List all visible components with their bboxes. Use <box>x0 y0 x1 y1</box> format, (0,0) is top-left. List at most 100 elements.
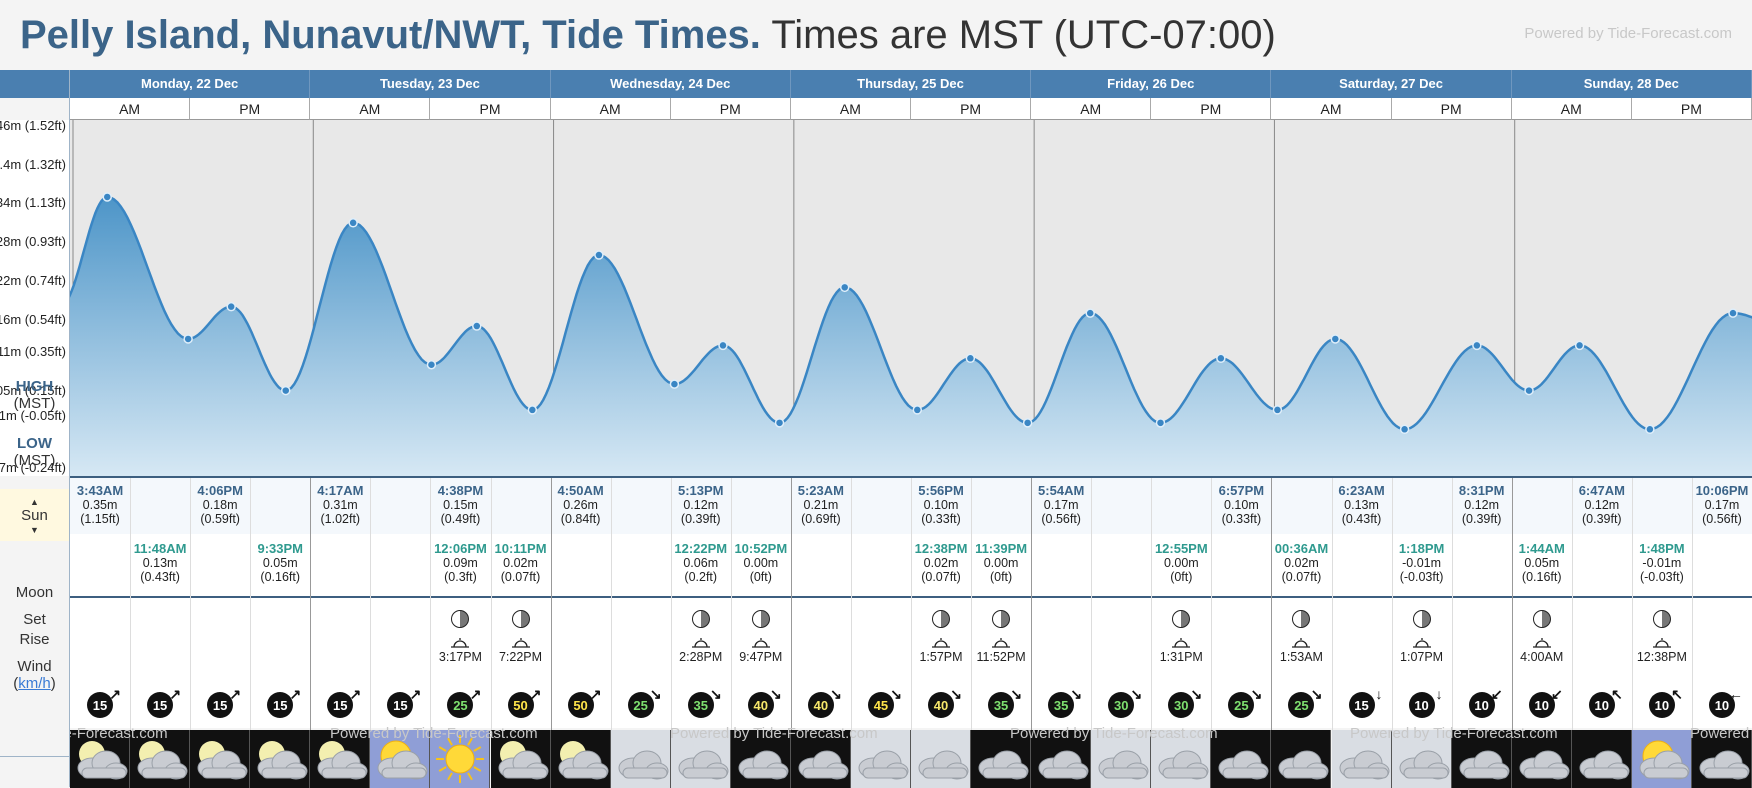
moonrise-icon <box>1412 638 1431 648</box>
left-header-blank <box>0 70 69 98</box>
low-tide-feet: (0ft) <box>749 570 772 584</box>
wind-cell: 40 ↘ <box>911 682 971 728</box>
tide-extreme-point[interactable] <box>183 334 193 344</box>
low-tide-meters: 0.00m <box>1163 556 1199 570</box>
tide-extreme-point[interactable] <box>965 353 976 364</box>
tide-extreme-point[interactable] <box>839 282 850 293</box>
half-day-label: AM <box>310 98 431 120</box>
low-tide-feet: (0.2ft) <box>684 570 718 584</box>
low-tide-time: 00:36AM <box>1274 541 1329 556</box>
grid-column-line <box>1691 478 1693 730</box>
high-tide-feet: (0.39ft) <box>1461 512 1502 526</box>
wind-unit-link[interactable]: km/h <box>18 675 51 692</box>
high-tide-time: 4:17AM <box>317 483 364 498</box>
weather-cloud-icon <box>850 730 911 788</box>
low-tide-meters: 0.00m <box>743 556 779 570</box>
wind-speed-value: 35 <box>1053 697 1069 713</box>
tide-extreme-point[interactable] <box>226 301 236 312</box>
wind-direction-icon: ↖ <box>1671 686 1683 702</box>
tide-extreme-point[interactable] <box>1155 418 1166 428</box>
high-tide-meters: 0.26m <box>563 498 598 512</box>
tide-extreme-point[interactable] <box>1216 353 1226 364</box>
high-tide-time: 5:13PM <box>677 483 724 498</box>
wind-cell: 35 ↘ <box>1031 682 1091 728</box>
sun-up-arrow-icon[interactable]: ▲ <box>30 497 39 507</box>
tide-extreme-point[interactable] <box>594 250 604 260</box>
grid-column-line <box>1631 478 1633 730</box>
tide-extreme-point[interactable] <box>912 405 923 415</box>
y-axis-panel: -0.07m (-0.24ft) 0.01m (-0.05ft) 0.05m (0.… <box>0 120 69 476</box>
rise-label: Rise <box>19 631 50 648</box>
tide-extreme-point[interactable] <box>669 379 680 389</box>
high-tide-meters: 0.12m <box>1584 498 1620 512</box>
wind-speed-badge: 30 ↘ <box>1168 686 1202 718</box>
weather-cloud-icon <box>1151 730 1212 788</box>
tide-extreme-point[interactable] <box>1272 405 1283 415</box>
wind-speed-value: 10 <box>1414 697 1429 713</box>
weather-night-moon-icon <box>250 730 311 788</box>
tide-chart <box>70 120 1752 476</box>
weather-cloud-night-icon <box>790 730 851 788</box>
high-tide-feet: (0.39ft) <box>680 512 721 526</box>
wind-cell: 15 ↓ <box>1332 682 1392 728</box>
weather-cloud-night-icon <box>1511 730 1572 788</box>
grid-column-line <box>190 478 192 730</box>
wind-direction-icon: ↘ <box>709 686 722 702</box>
low-tide-feet: (0.07ft) <box>1281 570 1322 584</box>
high-tide-feet: (0.33ft) <box>1221 512 1262 526</box>
tide-extreme-point[interactable] <box>1524 385 1534 396</box>
tide-extreme-point[interactable] <box>1085 308 1095 318</box>
sun-label: Sun <box>21 507 48 524</box>
low-tide-meters: 0.02m <box>503 556 538 570</box>
wind-speed-value: 30 <box>1174 697 1189 713</box>
wind-speed-value: 15 <box>92 697 108 713</box>
tide-extreme-point[interactable] <box>1330 334 1341 344</box>
tide-extreme-point[interactable] <box>1022 418 1033 428</box>
tide-extreme-point[interactable] <box>1472 340 1482 351</box>
half-day-label: AM <box>1511 98 1632 120</box>
wind-speed-value: 45 <box>873 697 889 713</box>
grid-column-line <box>250 478 252 730</box>
weather-cloud-icon <box>1391 730 1452 788</box>
moon-phase-icon <box>932 610 950 628</box>
wind-speed-badge: 15 ↓ <box>1348 686 1383 718</box>
wind-speed-value: 15 <box>152 697 168 713</box>
low-tide-meters: 0.05m <box>1524 556 1560 570</box>
tide-extreme-point[interactable] <box>718 340 728 351</box>
wind-speed-value: 35 <box>993 697 1009 713</box>
tide-extreme-point[interactable] <box>774 418 785 428</box>
sun-down-arrow-icon[interactable]: ▼ <box>30 525 39 535</box>
tide-extreme-point[interactable] <box>1574 340 1585 351</box>
wind-direction-icon: ↘ <box>1010 686 1023 702</box>
tide-extreme-point[interactable] <box>1645 424 1655 435</box>
moonrise-time: 1:57PM <box>919 650 963 664</box>
wind-speed-value: 30 <box>1113 697 1129 713</box>
day-header: Monday, 22 Dec <box>70 70 311 98</box>
wind-speed-badge: 25 ↘ <box>1228 686 1262 718</box>
tide-extreme-point[interactable] <box>1399 424 1410 435</box>
day-header: Thursday, 25 Dec <box>790 70 1032 98</box>
moon-cell: 4:00AM <box>1512 610 1572 664</box>
tide-extreme-point[interactable] <box>281 385 291 396</box>
wind-cell: 25 ↗ <box>430 682 490 728</box>
tide-extreme-point[interactable] <box>1728 308 1738 318</box>
tide-extreme-point[interactable] <box>426 360 437 370</box>
wind-speed-value: 40 <box>933 697 949 713</box>
sun-toggle[interactable]: ▲ Sun ▼ <box>0 489 69 541</box>
wind-cell: 10 ↖ <box>1632 682 1692 728</box>
tide-extreme-point[interactable] <box>102 192 112 202</box>
moon-phase-icon <box>751 610 770 628</box>
wind-direction-icon: ↙ <box>1490 686 1503 702</box>
high-label: HIGH <box>15 378 54 395</box>
high-tide-cell: 5:23AM 0.21m (0.69ft) <box>791 484 851 527</box>
tide-extreme-point[interactable] <box>527 405 538 415</box>
low-tide-feet: (0.07ft) <box>500 570 541 584</box>
tide-extreme-point[interactable] <box>348 218 358 228</box>
moonrise-icon <box>1652 638 1671 648</box>
high-tide-meters: 0.21m <box>803 498 839 512</box>
half-day-label: PM <box>430 98 551 120</box>
high-tide-time: 8:31PM <box>1458 483 1505 498</box>
tide-extreme-point[interactable] <box>472 321 482 331</box>
high-tide-feet: (0.59ft) <box>200 512 240 526</box>
wind-speed-value: 15 <box>333 697 348 713</box>
